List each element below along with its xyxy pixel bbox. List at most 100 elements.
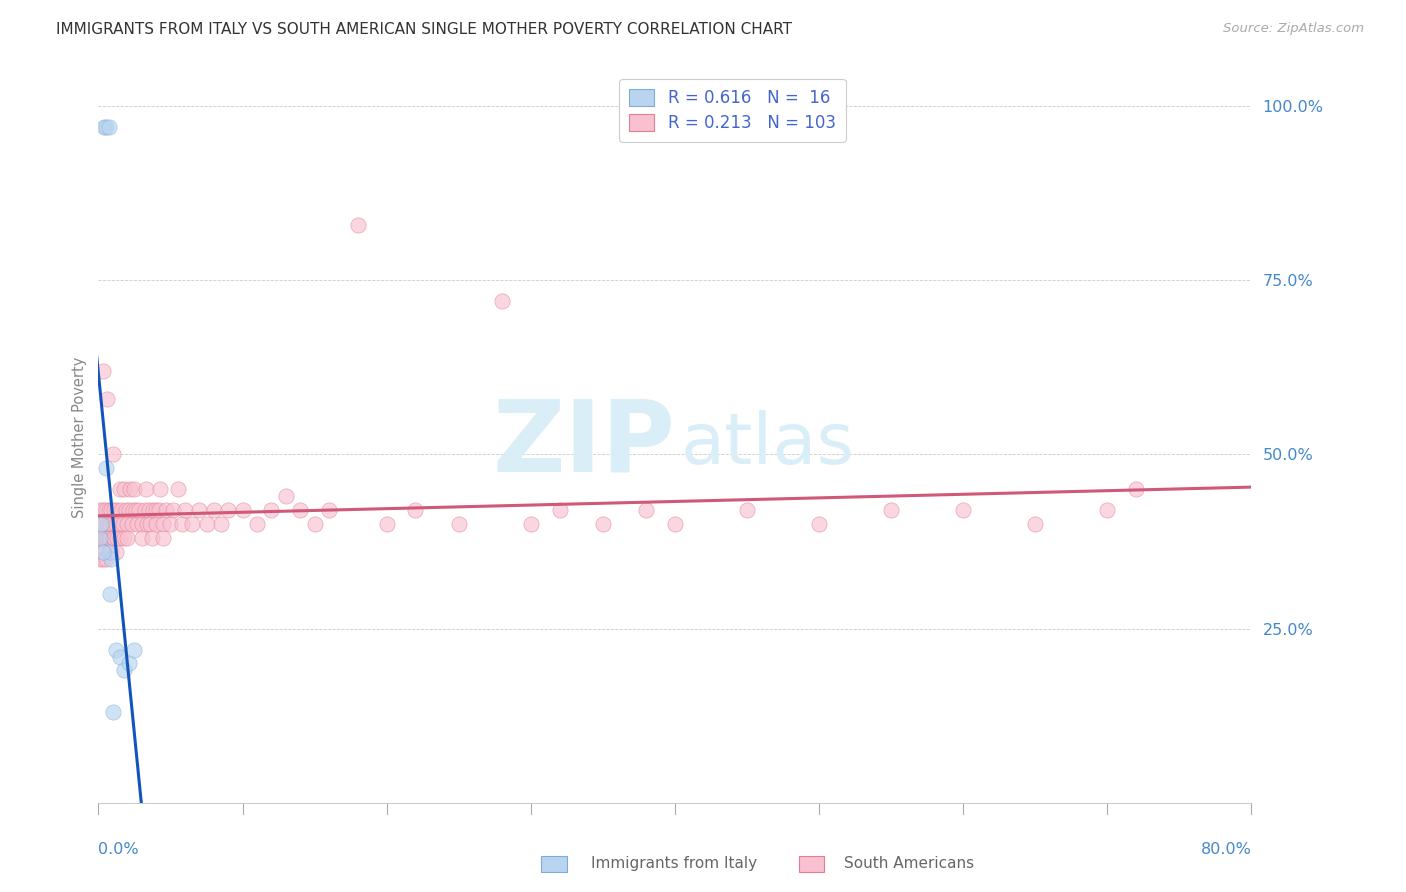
Text: IMMIGRANTS FROM ITALY VS SOUTH AMERICAN SINGLE MOTHER POVERTY CORRELATION CHART: IMMIGRANTS FROM ITALY VS SOUTH AMERICAN … bbox=[56, 22, 792, 37]
Point bbox=[101, 517, 124, 532]
Point bbox=[139, 517, 162, 532]
Point bbox=[152, 531, 174, 545]
Point bbox=[447, 517, 470, 532]
Point bbox=[1024, 517, 1046, 532]
Point bbox=[138, 503, 160, 517]
Point bbox=[110, 503, 132, 517]
Point bbox=[209, 517, 232, 532]
Point bbox=[181, 517, 204, 532]
Point bbox=[664, 517, 686, 532]
Point bbox=[94, 120, 117, 134]
Point bbox=[100, 545, 122, 559]
Point bbox=[195, 517, 218, 532]
Point bbox=[90, 531, 112, 545]
Point bbox=[346, 218, 368, 232]
Point bbox=[101, 531, 124, 545]
Point bbox=[96, 517, 118, 532]
Point bbox=[122, 503, 145, 517]
Point bbox=[98, 531, 121, 545]
Point bbox=[231, 503, 254, 517]
Point bbox=[136, 517, 159, 532]
Point bbox=[118, 503, 141, 517]
Point bbox=[94, 552, 117, 566]
Point bbox=[90, 517, 112, 532]
Legend: R = 0.616   N =  16, R = 0.213   N = 103: R = 0.616 N = 16, R = 0.213 N = 103 bbox=[620, 78, 845, 142]
Text: ZIP: ZIP bbox=[492, 396, 675, 493]
Y-axis label: Single Mother Poverty: Single Mother Poverty bbox=[72, 357, 87, 517]
Point bbox=[89, 531, 111, 545]
Text: 80.0%: 80.0% bbox=[1201, 842, 1251, 856]
Point bbox=[274, 489, 297, 503]
Point bbox=[174, 503, 197, 517]
Point bbox=[592, 517, 614, 532]
Point bbox=[952, 503, 974, 517]
Point bbox=[108, 531, 131, 545]
Point bbox=[735, 503, 758, 517]
Point bbox=[145, 517, 167, 532]
Point bbox=[202, 503, 225, 517]
Point bbox=[491, 294, 513, 309]
Point bbox=[120, 483, 142, 497]
Point bbox=[90, 545, 112, 559]
Point bbox=[94, 461, 117, 475]
Point bbox=[152, 517, 174, 532]
Point bbox=[101, 705, 124, 719]
Point bbox=[149, 483, 172, 497]
Point bbox=[111, 517, 134, 532]
Point bbox=[117, 517, 139, 532]
Point bbox=[97, 531, 120, 545]
Point bbox=[108, 483, 131, 497]
Point bbox=[112, 531, 135, 545]
Point bbox=[131, 531, 153, 545]
Point bbox=[520, 517, 543, 532]
Point bbox=[1125, 483, 1147, 497]
Point bbox=[114, 503, 136, 517]
Point bbox=[304, 517, 326, 532]
Point bbox=[159, 517, 181, 532]
Point bbox=[112, 483, 135, 497]
Point bbox=[93, 531, 115, 545]
Text: Immigrants from Italy: Immigrants from Italy bbox=[591, 856, 756, 871]
Point bbox=[96, 392, 118, 406]
Point bbox=[808, 517, 831, 532]
Point bbox=[134, 503, 156, 517]
Text: 0.0%: 0.0% bbox=[98, 842, 139, 856]
Point bbox=[101, 448, 124, 462]
Point bbox=[96, 531, 118, 545]
Text: atlas: atlas bbox=[681, 410, 855, 479]
Point bbox=[128, 503, 150, 517]
Point bbox=[91, 545, 114, 559]
Text: Source: ZipAtlas.com: Source: ZipAtlas.com bbox=[1223, 22, 1364, 36]
Point bbox=[124, 642, 146, 657]
Point bbox=[100, 503, 122, 517]
Point bbox=[246, 517, 269, 532]
Point bbox=[124, 483, 146, 497]
Point bbox=[1097, 503, 1119, 517]
Point bbox=[880, 503, 903, 517]
Point bbox=[94, 503, 117, 517]
Point bbox=[94, 531, 117, 545]
Point bbox=[127, 517, 149, 532]
Point bbox=[91, 364, 114, 378]
Point bbox=[97, 503, 120, 517]
Point bbox=[188, 503, 211, 517]
Point bbox=[104, 517, 127, 532]
Point bbox=[131, 517, 153, 532]
Point bbox=[98, 517, 121, 532]
Point bbox=[105, 503, 128, 517]
Point bbox=[405, 503, 427, 517]
Point bbox=[91, 552, 114, 566]
Point bbox=[142, 503, 165, 517]
Point bbox=[93, 517, 115, 532]
Point bbox=[89, 503, 111, 517]
Point bbox=[104, 545, 127, 559]
Point bbox=[97, 120, 120, 134]
Point bbox=[103, 531, 125, 545]
Point bbox=[148, 503, 170, 517]
Point bbox=[125, 503, 148, 517]
Point bbox=[93, 545, 115, 559]
Text: South Americans: South Americans bbox=[844, 856, 974, 871]
Point bbox=[105, 531, 128, 545]
Point bbox=[636, 503, 658, 517]
Point bbox=[112, 664, 135, 678]
